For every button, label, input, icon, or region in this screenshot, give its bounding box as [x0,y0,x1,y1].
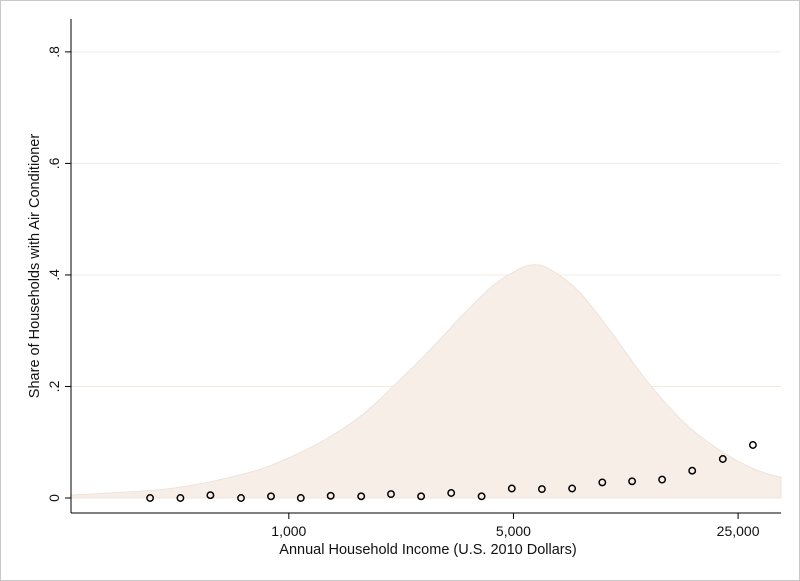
y-tick-label: .4 [46,269,62,281]
scatter-point [598,478,607,487]
scatter-point [447,489,456,497]
density-layer [70,264,782,499]
scatter-point [206,491,215,500]
scatter-point [326,491,335,500]
scatter-point [417,492,426,501]
scatter-point [568,484,577,493]
scatter-point [628,477,637,486]
scatter-point [387,490,395,499]
density-area [70,264,782,499]
scatter-point [477,492,486,501]
scatter-point [146,494,155,502]
y-tick-label: .8 [46,46,62,58]
ticks-layer: 0 .2 .4 .6 .8 1,000 5,000 25,000 [46,46,760,539]
points-layer [146,441,757,502]
x-axis-title: Annual Household Income (U.S. 2010 Dolla… [279,542,576,558]
x-tick-label: 25,000 [717,523,760,539]
y-tick-label: 0 [46,494,62,502]
y-axis-title: Share of Households with Air Conditioner [27,134,43,399]
scatter-point [688,466,697,475]
scatter-point [507,484,516,493]
scatter-point [296,494,305,502]
scatter-point [267,492,275,501]
axes-layer [70,19,781,514]
scatter-point [537,485,546,494]
scatter-point [176,494,185,502]
scatter-point [658,475,667,484]
scatter-point [718,455,727,463]
x-tick-label: 5,000 [496,523,531,539]
grid-layer [71,51,781,387]
y-tick-label: .2 [46,380,62,392]
scatter-point [748,441,757,449]
scatter-point [237,494,245,502]
x-tick-label: 1,000 [271,523,306,539]
scatter-point [357,492,366,501]
y-tick-label: .6 [46,157,62,169]
